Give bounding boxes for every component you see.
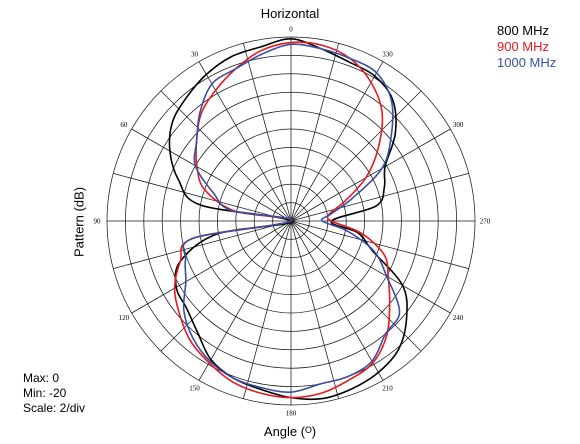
series-line-1000-mhz [182, 43, 401, 393]
grid-spoke [290, 220, 384, 381]
angle-tick-label: 270 [480, 218, 491, 226]
grid-spoke [160, 220, 292, 352]
legend-item-900: 900 MHz [497, 39, 550, 54]
grid-spoke [198, 61, 292, 222]
angle-tick-label: 330 [382, 50, 393, 58]
grid-spoke [243, 220, 292, 399]
legend-item-1000: 1000 MHz [497, 55, 557, 70]
chart-title: Horizontal [260, 6, 320, 21]
angle-tick-label: 210 [382, 385, 393, 393]
grid-spoke [243, 43, 292, 222]
series-line-900-mhz [173, 41, 391, 399]
x-axis-label: Angle (ᴼ) [263, 424, 317, 439]
angle-tick-label: 240 [453, 314, 464, 322]
grid-spoke [290, 220, 422, 352]
min-label: Min: -20 [23, 386, 67, 400]
angle-tick-label: 0 [289, 26, 293, 34]
grid-spoke [290, 220, 451, 314]
grid-spoke [131, 128, 292, 222]
grid-spoke [198, 220, 292, 381]
grid-spoke [290, 128, 451, 222]
angle-tick-label: 180 [286, 410, 297, 418]
grid-spoke [160, 90, 292, 222]
angle-tick-label: 90 [94, 218, 102, 226]
grid-spoke [290, 220, 339, 399]
legend: 800 MHz 900 MHz 1000 MHz [497, 23, 556, 71]
grid-spoke [290, 90, 422, 222]
grid-spoke [290, 220, 469, 269]
angle-tick-label: 150 [189, 385, 200, 393]
angle-ticks: 0 30 60 90 120 150 180 210 240 270 300 330 [94, 26, 491, 418]
grid-spoke [290, 173, 469, 222]
grid-spoke [113, 220, 292, 269]
angle-tick-label: 30 [191, 50, 199, 58]
scale-info: Max: 0 Min: -20 Scale: 2/div [23, 371, 85, 416]
angle-tick-label: 60 [120, 121, 128, 129]
angle-tick-label: 120 [119, 314, 130, 322]
max-label: Max: 0 [23, 371, 60, 385]
legend-item-800: 800 MHz [497, 23, 550, 38]
series-group [168, 38, 408, 401]
polar-grid [106, 36, 476, 406]
scale-label: Scale: 2/div [23, 401, 86, 415]
grid-spoke [290, 61, 384, 222]
grid-spoke [290, 43, 339, 222]
grid-spoke [131, 220, 292, 314]
angle-tick-label: 300 [453, 121, 464, 129]
grid-spoke [113, 173, 292, 222]
